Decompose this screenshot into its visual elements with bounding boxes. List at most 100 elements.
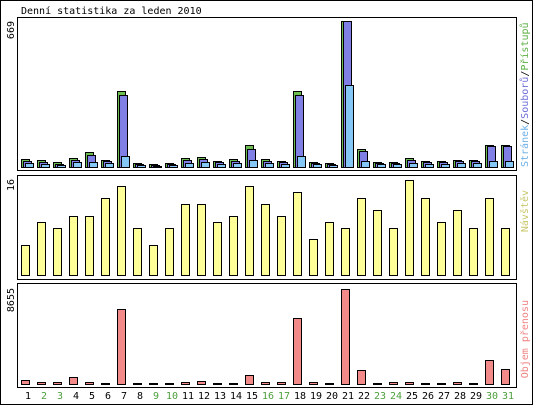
visits-bar-day-8 — [133, 228, 142, 276]
kbytes-bar-day-10 — [165, 383, 174, 385]
x-axis-labels: 1 2 3 4 5 6 7 8 9 10 11 12 13 14 15 16 17 18 19 20 21 22 23 24 2… — [25, 391, 514, 402]
pages-bar-day-4 — [73, 162, 82, 168]
kbytes-bar-day-7 — [117, 309, 126, 385]
pages-bar-day-9 — [153, 166, 162, 168]
visits-bar-day-20 — [325, 222, 334, 276]
kbytes-bar-day-5 — [85, 382, 94, 385]
pages-bar-day-1 — [25, 163, 34, 168]
x-tick-label-day-8: 8 — [137, 391, 143, 402]
kbytes-bar-day-15 — [245, 375, 254, 385]
kbytes-bar-day-21 — [341, 289, 350, 385]
x-tick-label-day-13: 13 — [214, 391, 226, 402]
kbytes-bar-day-12 — [197, 381, 206, 385]
x-tick-label-day-29: 29 — [470, 391, 482, 402]
kbytes-panel-max-label: 8655 — [6, 288, 17, 312]
visits-bar-day-7 — [117, 186, 126, 276]
kbytes-bar-day-23 — [373, 383, 382, 385]
kbytes-bar-day-17 — [277, 382, 286, 385]
pages-bar-day-5 — [89, 162, 98, 168]
x-tick-label-day-6: 6 — [105, 391, 111, 402]
kbytes-bar-day-29 — [469, 383, 478, 385]
pages-bar-day-18 — [297, 156, 306, 168]
visits-legend: Návštěv — [519, 190, 531, 232]
x-tick-label-day-20: 20 — [326, 391, 338, 402]
visits-bar-day-22 — [357, 198, 366, 276]
visits-bar-day-18 — [293, 192, 302, 276]
pages-bar-day-14 — [233, 163, 242, 168]
x-tick-label-day-12: 12 — [198, 391, 210, 402]
kbytes-bar-day-31 — [501, 369, 510, 385]
visits-bar-day-31 — [501, 228, 510, 276]
pages-bar-day-20 — [329, 165, 338, 168]
kbytes-bar-day-25 — [405, 382, 414, 385]
visits-bar-day-28 — [453, 210, 462, 276]
kbytes-bar-day-14 — [229, 383, 238, 385]
x-tick-label-day-31: 31 — [502, 391, 514, 402]
kbytes-bar-day-30 — [485, 360, 494, 385]
visits-bar-day-19 — [309, 239, 318, 276]
visits-bar-day-27 — [437, 222, 446, 276]
visits-bar-day-10 — [165, 228, 174, 276]
legend-files-label: Souborů — [519, 77, 531, 119]
x-tick-label-day-30: 30 — [486, 391, 498, 402]
visits-bar-day-13 — [213, 222, 222, 276]
bars-layer — [21, 21, 514, 385]
x-tick-label-day-19: 19 — [310, 391, 322, 402]
kbytes-bar-day-8 — [133, 383, 142, 385]
hits-files-pages-legend: Stránek/Souborů/Přístupů — [519, 22, 531, 167]
visits-bar-day-3 — [53, 228, 62, 276]
x-tick-label-day-26: 26 — [422, 391, 434, 402]
pages-bar-day-28 — [457, 163, 466, 168]
hits-files-pages-panel — [17, 17, 517, 171]
pages-bar-day-11 — [185, 163, 194, 168]
visits-bar-day-25 — [405, 180, 414, 276]
visits-bar-day-15 — [245, 186, 254, 276]
x-tick-label-day-28: 28 — [454, 391, 466, 402]
visits-bar-day-29 — [469, 228, 478, 276]
pages-bar-day-2 — [41, 164, 50, 168]
x-tick-label-day-17: 17 — [278, 391, 290, 402]
pages-bar-day-25 — [409, 163, 418, 168]
pages-bar-day-16 — [265, 163, 274, 168]
x-tick-label-day-4: 4 — [73, 391, 79, 402]
pages-bar-day-23 — [377, 164, 386, 168]
kbytes-bar-day-11 — [181, 382, 190, 385]
kbytes-bar-day-3 — [53, 382, 62, 385]
x-tick-label-day-3: 3 — [57, 391, 63, 402]
x-tick-label-day-21: 21 — [342, 391, 354, 402]
pages-bar-day-26 — [425, 164, 434, 168]
kbytes-bar-day-4 — [69, 377, 78, 385]
pages-bar-day-31 — [505, 161, 514, 168]
visits-bar-day-2 — [37, 222, 46, 276]
x-tick-label-day-27: 27 — [438, 391, 450, 402]
x-tick-label-day-7: 7 — [121, 391, 127, 402]
legend-pages-label: Stránek — [519, 125, 531, 167]
legend-separator: / — [520, 71, 531, 77]
x-tick-label-day-9: 9 — [153, 391, 159, 402]
pages-bar-day-3 — [57, 165, 66, 168]
x-tick-label-day-25: 25 — [406, 391, 418, 402]
visits-bar-day-11 — [181, 204, 190, 276]
visits-bar-day-4 — [69, 216, 78, 276]
x-tick-label-day-18: 18 — [294, 391, 306, 402]
x-tick-label-day-23: 23 — [374, 391, 386, 402]
chart-title: Denní statistika za leden 2010 — [21, 5, 202, 17]
visits-bar-day-30 — [485, 198, 494, 276]
pages-bar-day-6 — [105, 163, 114, 168]
visits-bar-day-21 — [341, 228, 350, 276]
pages-bar-day-24 — [393, 164, 402, 168]
visits-bar-day-12 — [197, 204, 206, 276]
visits-bar-day-9 — [149, 245, 158, 276]
x-tick-label-day-10: 10 — [166, 391, 178, 402]
pages-bar-day-8 — [137, 165, 146, 168]
kbytes-legend: Objem přenosu — [519, 300, 531, 378]
kbytes-bar-day-16 — [261, 382, 270, 385]
x-tick-label-day-2: 2 — [41, 391, 47, 402]
x-tick-label-day-11: 11 — [182, 391, 194, 402]
legend-separator: / — [520, 119, 531, 125]
kbytes-bar-day-24 — [389, 382, 398, 385]
pages-bar-day-13 — [217, 164, 226, 168]
pages-bar-day-10 — [169, 165, 178, 168]
